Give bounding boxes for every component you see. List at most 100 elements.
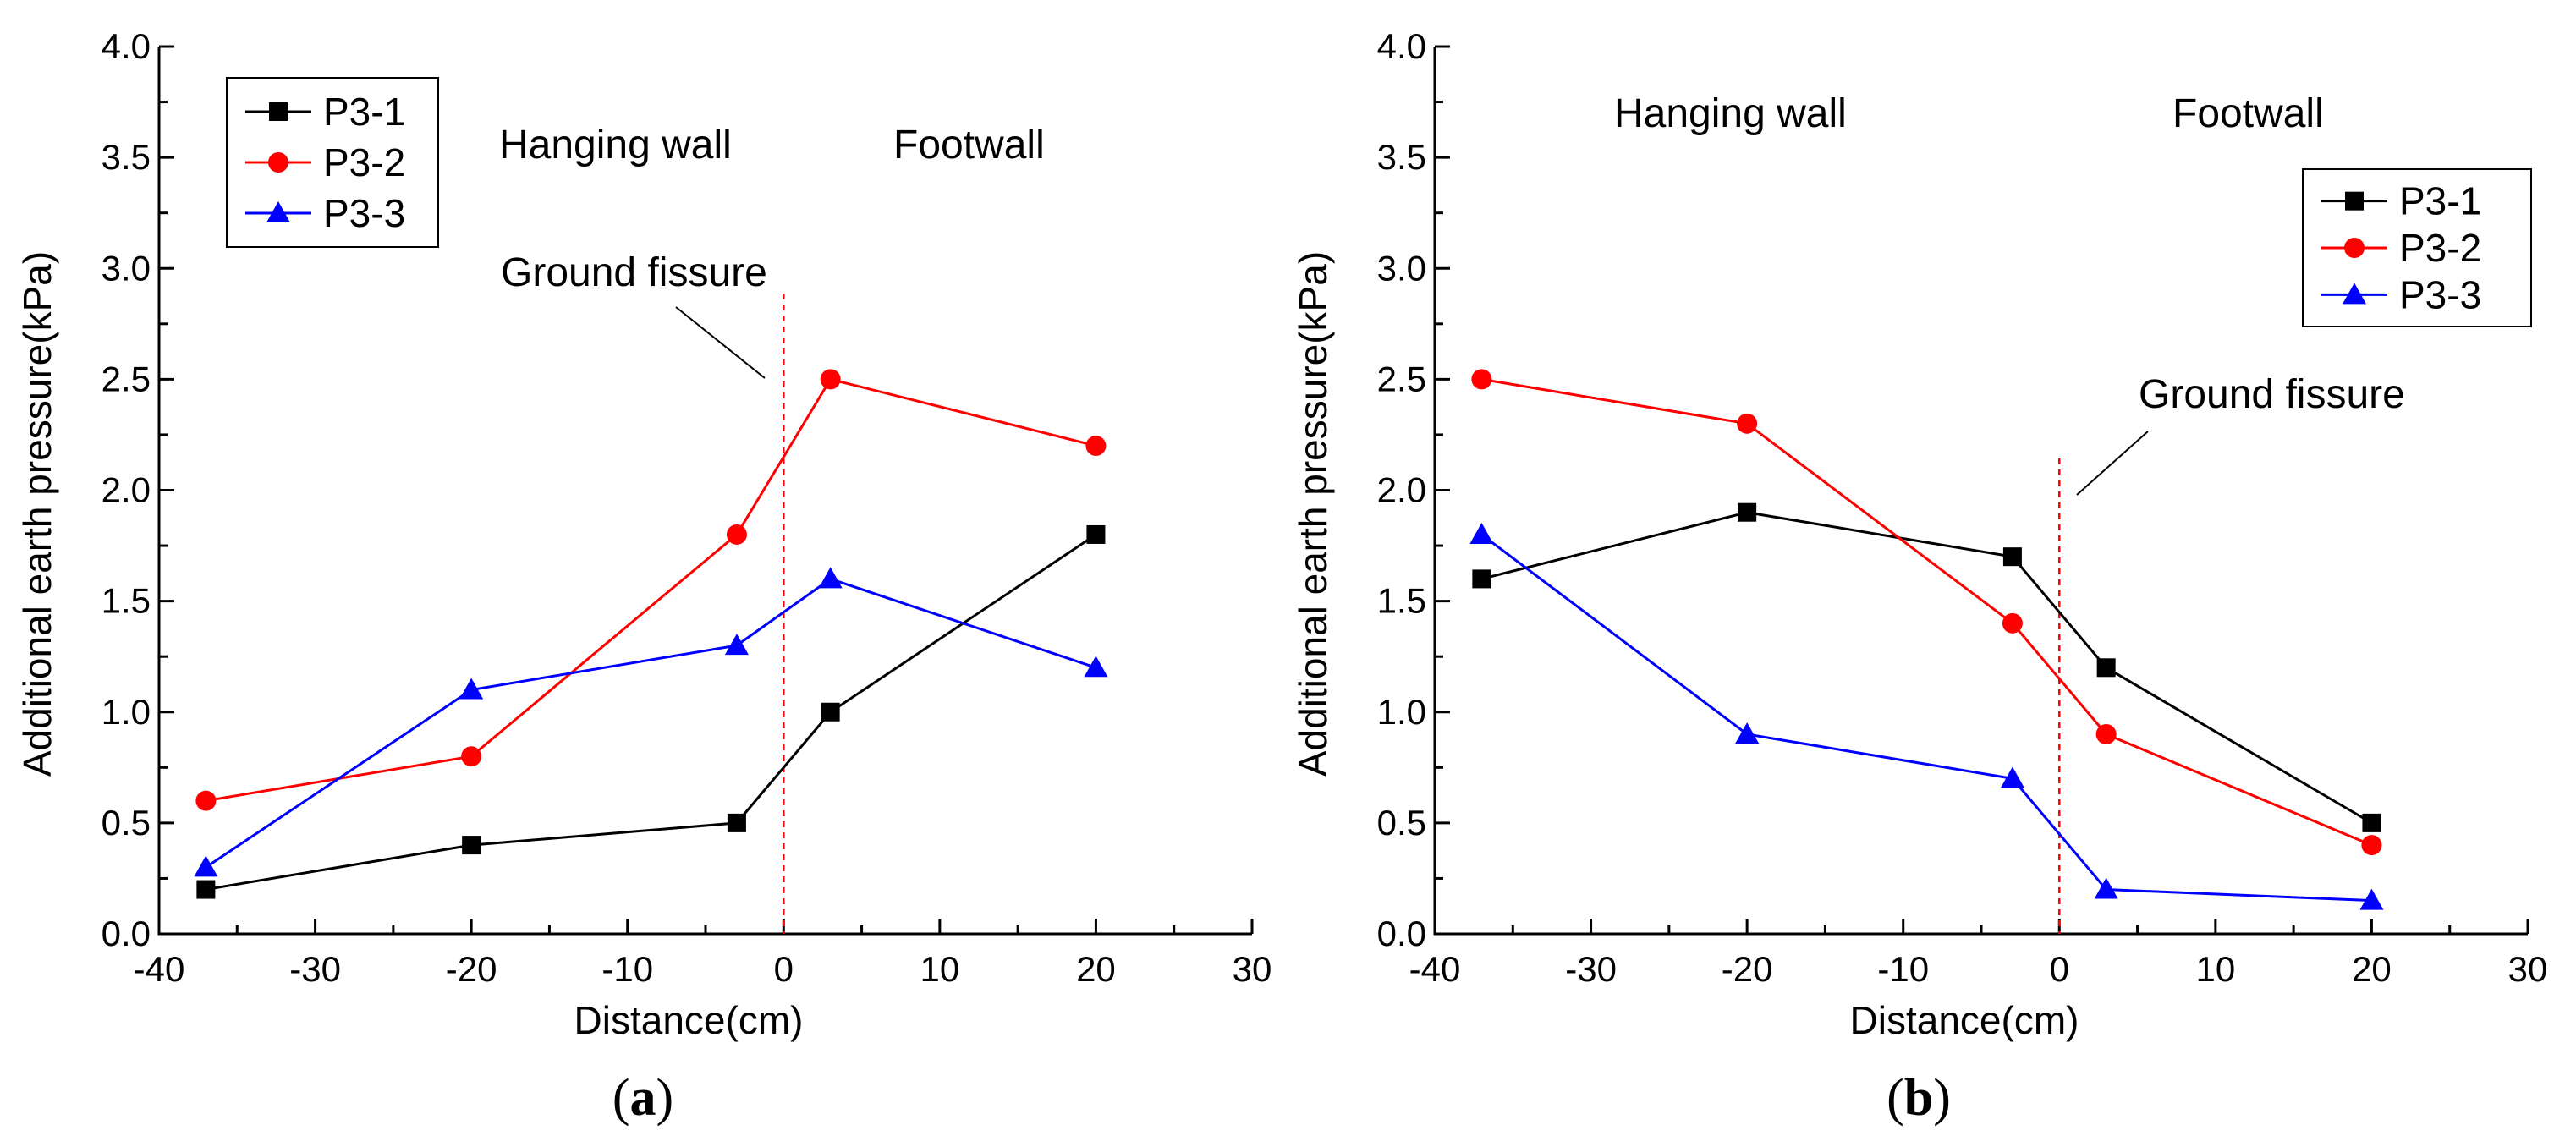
data-point [2002, 612, 2023, 634]
data-point [2359, 888, 2384, 910]
x-tick-label: -10 [601, 949, 653, 989]
x-tick-label: 20 [1076, 949, 1116, 989]
y-tick-label: 3.5 [102, 137, 151, 177]
data-point [1084, 656, 1108, 678]
y-tick-label: 0.0 [102, 914, 151, 953]
y-tick-label: 4.0 [102, 26, 151, 66]
y-tick-label: 0.5 [1377, 803, 1426, 842]
ground-fissure-label: Ground fissure [501, 250, 767, 295]
y-tick-label: 0.0 [1377, 914, 1426, 953]
series-p3-3 [194, 567, 1108, 877]
y-tick-label: 3.0 [1377, 248, 1426, 288]
ground-fissure-label: Ground fissure [2139, 372, 2405, 417]
data-point [1086, 524, 1106, 544]
data-point [1738, 502, 1757, 522]
series-p3-3 [1469, 522, 2384, 910]
legend-marker [2343, 283, 2366, 305]
x-tick-label: 10 [2195, 949, 2235, 989]
data-point [1735, 722, 1760, 744]
y-tick-label: 3.0 [102, 248, 151, 288]
data-point [194, 855, 218, 877]
data-point [195, 790, 217, 811]
legend-marker [266, 201, 290, 222]
x-tick-label: 30 [2508, 949, 2548, 989]
chart-panel-b: -40 -30 -20 -10 0 10 20 30 0.0 0.5 1.0 1.5 2.0 2.5 3.0… [1291, 26, 2547, 1127]
fissure-leader-line [2076, 431, 2149, 496]
data-point [727, 813, 746, 832]
legend: P3-1P3-2P3-3 [226, 77, 439, 248]
hanging-wall-label: Hanging wall [1614, 91, 1847, 136]
y-tick-label: 2.0 [102, 470, 151, 510]
y-tick-label: 2.5 [102, 359, 151, 398]
legend-marker [269, 102, 288, 121]
y-tick-label: 4.0 [1377, 26, 1426, 66]
legend-label: P3-1 [2399, 179, 2481, 223]
y-tick-label: 2.0 [1377, 470, 1426, 510]
legend-marker [268, 152, 288, 173]
x-tick-label: 0 [2050, 949, 2069, 989]
data-point [1472, 569, 1491, 589]
data-point [1737, 413, 1758, 434]
series-p3-1 [196, 524, 1106, 899]
data-point [821, 702, 840, 722]
y-tick-label: 1.5 [1377, 581, 1426, 621]
fissure-leader-line [675, 306, 766, 379]
data-point [818, 567, 843, 589]
footwall-label: Footwall [2172, 91, 2324, 136]
y-axis-title: Additional earth pressure(kPa) [15, 251, 59, 777]
legend-label: P3-2 [2399, 226, 2481, 270]
x-tick-label: 0 [774, 949, 794, 989]
x-tick-label: 30 [1233, 949, 1272, 989]
x-tick-label: 20 [2352, 949, 2392, 989]
hanging-wall-label: Hanging wall [499, 123, 732, 167]
legend: P3-1P3-2P3-3 [2302, 168, 2532, 327]
x-axis-title: Distance(cm) [1850, 998, 2079, 1042]
panel-label: (b) [1887, 1069, 1951, 1127]
x-tick-label: -10 [1877, 949, 1929, 989]
data-point [2094, 877, 2118, 899]
data-point [459, 678, 484, 700]
series-p3-1 [1472, 502, 2381, 832]
y-tick-label: 1.5 [102, 581, 151, 621]
y-tick-label: 3.5 [1377, 137, 1426, 177]
chart-panel-a: -40 -30 -20 -10 0 10 20 30 0.0 0.5 1.0 1.5 2.0 2.5 3.0… [15, 26, 1272, 1127]
data-point [462, 836, 481, 855]
data-point [1469, 522, 1494, 544]
series-line [1480, 533, 2372, 903]
series-line [1481, 377, 2373, 847]
y-axis-title: Additional earth pressure(kPa) [1291, 251, 1335, 777]
data-point [1085, 436, 1107, 457]
x-tick-label: -20 [446, 949, 497, 989]
series-p3-2 [195, 369, 1107, 811]
data-point [2002, 547, 2022, 567]
footwall-label: Footwall [893, 123, 1045, 167]
data-point [724, 634, 749, 656]
series-line [206, 533, 1097, 892]
series-p3-2 [1471, 369, 2382, 856]
data-point [196, 880, 216, 899]
x-tick-label: -40 [1409, 949, 1461, 989]
legend-label: P3-3 [2399, 272, 2481, 316]
legend-label: P3-1 [323, 90, 405, 134]
x-tick-label: 10 [920, 949, 959, 989]
data-point [2362, 813, 2381, 832]
legend-marker [2344, 238, 2365, 258]
data-point [820, 369, 841, 390]
y-tick-label: 2.5 [1377, 359, 1426, 398]
y-tick-label: 1.0 [102, 692, 151, 732]
data-point [2095, 723, 2117, 744]
data-point [2000, 766, 2024, 788]
y-tick-label: 0.5 [102, 803, 151, 842]
x-tick-label: -20 [1722, 949, 1773, 989]
legend-marker [2345, 191, 2364, 211]
x-tick-label: -30 [1565, 949, 1617, 989]
data-point [2361, 835, 2382, 856]
panel-label: (a) [612, 1069, 673, 1127]
series-line [206, 377, 1096, 803]
data-point [726, 524, 747, 545]
x-axis-title: Distance(cm) [574, 998, 804, 1042]
data-point [1471, 369, 1492, 390]
x-tick-label: -40 [134, 949, 185, 989]
legend-label: P3-3 [323, 191, 405, 235]
